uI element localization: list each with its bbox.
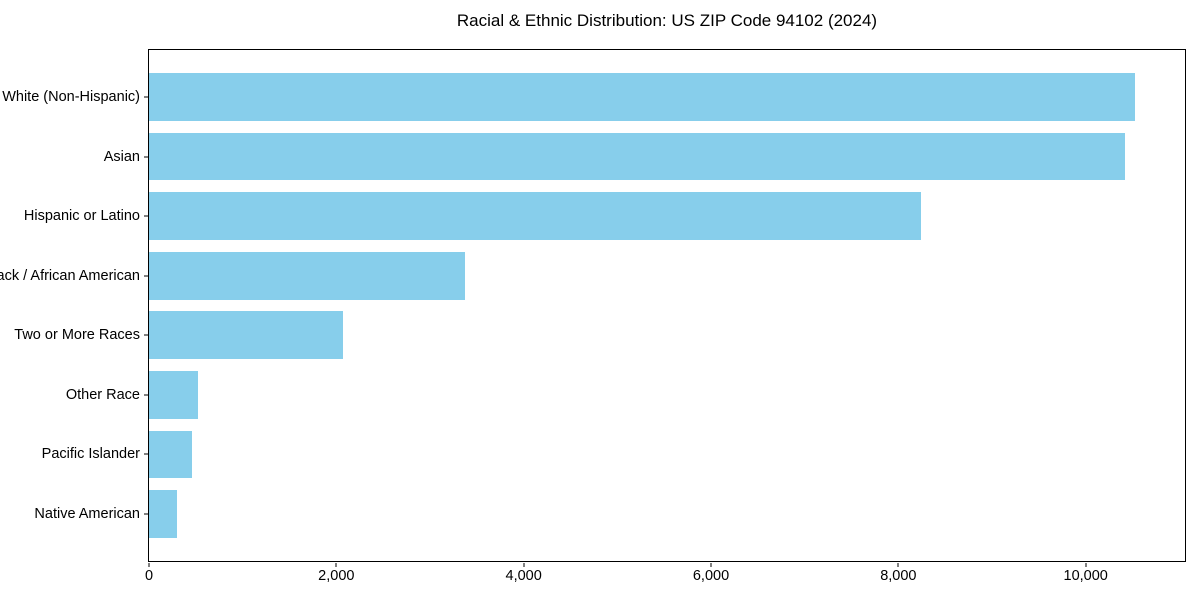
- y-tick-mark: [144, 513, 148, 515]
- bar-white-non-hispanic: [149, 73, 1136, 121]
- y-tick-label-native-american: Native American: [34, 505, 140, 522]
- y-tick-mark: [144, 275, 148, 277]
- bar-other-race: [149, 371, 198, 419]
- x-tick-label-4-000: 4,000: [505, 568, 542, 584]
- x-tick-mark: [710, 563, 712, 567]
- bar-asian: [149, 132, 1126, 181]
- y-tick-label-black-african-american: Black / African American: [0, 267, 140, 284]
- x-tick-label-10-000: 10,000: [1063, 568, 1108, 584]
- y-tick-label-white-non-hispanic: White (Non-Hispanic): [2, 88, 140, 105]
- plot-area: White (Non-Hispanic) Asian Hispanic or Lat…: [0, 49, 1186, 583]
- x-tick-label-0: 0: [144, 568, 154, 584]
- bar-black-african-american: [149, 251, 465, 300]
- x-tick-mark: [1085, 563, 1087, 567]
- x-tick-mark: [523, 563, 525, 567]
- y-tick-mark: [144, 215, 148, 217]
- y-tick-mark: [144, 96, 148, 98]
- y-tick-label-asian: Asian: [103, 148, 140, 165]
- x-tick-mark: [335, 563, 337, 567]
- y-tick-mark: [144, 156, 148, 158]
- chart-title: Racial & Ethnic Distribution: US ZIP Cod…: [456, 11, 878, 30]
- y-tick-label-other-race: Other Race: [65, 386, 140, 403]
- bar-pacific-islander: [149, 430, 193, 479]
- y-tick-mark: [144, 394, 148, 396]
- x-tick-label-6-000: 6,000: [692, 568, 730, 584]
- x-tick-mark: [148, 563, 150, 567]
- y-tick-mark: [144, 453, 148, 455]
- x-tick-label-8-000: 8,000: [880, 568, 917, 584]
- y-tick-label-pacific-islander: Pacific Islander: [41, 446, 140, 463]
- bar-two-or-more-races: [149, 311, 343, 360]
- bar-native-american: [149, 490, 178, 538]
- x-tick-mark: [897, 563, 899, 567]
- bar-hispanic-or-latino: [149, 192, 921, 240]
- x-tick-label-2-000: 2,000: [318, 568, 355, 584]
- y-tick-label-hispanic-or-latino: Hispanic or Latino: [23, 207, 140, 224]
- y-tick-mark: [144, 334, 148, 336]
- y-tick-label-two-or-more-races: Two or More Races: [14, 327, 140, 344]
